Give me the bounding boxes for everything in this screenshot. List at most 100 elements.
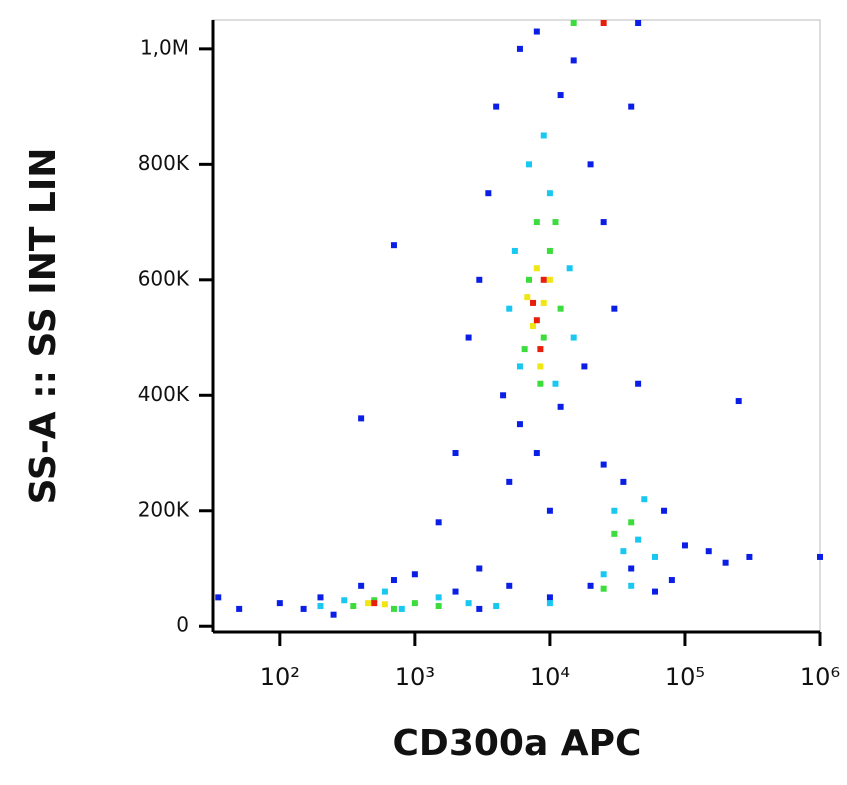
point <box>476 605 483 612</box>
point <box>452 588 459 595</box>
point <box>381 601 388 608</box>
y-tick-label: 200K <box>138 497 190 521</box>
y-tick-label: 1,0M <box>140 35 189 59</box>
point <box>485 190 492 197</box>
point <box>411 571 418 578</box>
point <box>533 219 540 226</box>
point <box>300 605 307 612</box>
point <box>465 334 472 341</box>
point <box>546 594 553 601</box>
x-tick-label: 10⁶ <box>800 663 840 691</box>
x-tick-label: 10² <box>260 663 300 691</box>
plot-frame <box>212 19 821 633</box>
point <box>533 450 540 457</box>
point <box>537 346 544 353</box>
point <box>746 553 753 560</box>
point <box>620 548 627 555</box>
point <box>390 242 397 249</box>
point <box>546 276 553 283</box>
point <box>511 247 518 254</box>
point <box>600 585 607 592</box>
point <box>537 363 544 370</box>
point <box>381 588 388 595</box>
point <box>537 380 544 387</box>
point <box>628 565 635 572</box>
point <box>435 603 442 610</box>
point <box>317 594 324 601</box>
point <box>533 265 540 272</box>
point <box>557 403 564 410</box>
point <box>516 45 523 52</box>
x-tick-label: 10³ <box>395 663 435 691</box>
point <box>735 398 742 405</box>
y-tick-label: 800K <box>138 151 190 175</box>
point <box>635 20 642 26</box>
point <box>524 294 531 301</box>
point <box>530 323 537 329</box>
point <box>817 553 823 560</box>
point <box>570 334 577 341</box>
point <box>546 600 553 607</box>
point <box>600 461 607 468</box>
y-tick-label: 400K <box>138 382 190 406</box>
point <box>358 582 365 589</box>
point <box>540 132 547 139</box>
point <box>236 605 243 612</box>
point <box>651 553 658 560</box>
point <box>635 536 642 543</box>
point <box>435 519 442 526</box>
point <box>611 305 618 312</box>
point <box>530 299 537 306</box>
point <box>628 103 635 110</box>
x-tick-label: 10⁴ <box>530 663 570 691</box>
point <box>317 603 324 610</box>
y-tick-label: 600K <box>138 266 190 290</box>
point <box>546 507 553 514</box>
point <box>506 582 513 589</box>
point <box>540 334 547 341</box>
point <box>452 450 459 457</box>
point <box>587 582 594 589</box>
point <box>611 530 618 537</box>
point <box>540 299 547 306</box>
point <box>493 103 500 110</box>
point <box>516 363 523 370</box>
point <box>215 594 222 601</box>
point <box>365 600 372 607</box>
point <box>705 548 712 555</box>
point <box>341 597 348 604</box>
point <box>600 219 607 226</box>
point <box>651 588 658 595</box>
point <box>668 577 675 584</box>
point <box>411 600 418 607</box>
point <box>611 507 618 514</box>
point <box>661 507 668 514</box>
point <box>635 380 642 387</box>
point <box>681 542 688 549</box>
point <box>628 582 635 589</box>
point <box>546 190 553 197</box>
point <box>476 565 483 572</box>
point <box>620 478 627 485</box>
point <box>516 421 523 428</box>
point <box>570 57 577 64</box>
point <box>276 600 283 607</box>
x-axis-title: CD300a APC <box>393 723 642 764</box>
point <box>506 305 513 312</box>
point <box>465 600 472 607</box>
point <box>358 415 365 422</box>
point <box>350 603 357 610</box>
point <box>525 161 532 168</box>
point <box>546 247 553 254</box>
point <box>581 363 588 370</box>
point <box>600 20 607 26</box>
point <box>330 611 337 618</box>
point <box>435 594 442 601</box>
point <box>533 28 540 35</box>
point <box>390 605 397 612</box>
y-axis-title: SS-A :: SS INT LIN <box>23 148 64 505</box>
x-tick-label: 10⁵ <box>665 663 705 691</box>
point <box>521 346 528 353</box>
point <box>557 305 564 312</box>
point <box>500 392 507 399</box>
